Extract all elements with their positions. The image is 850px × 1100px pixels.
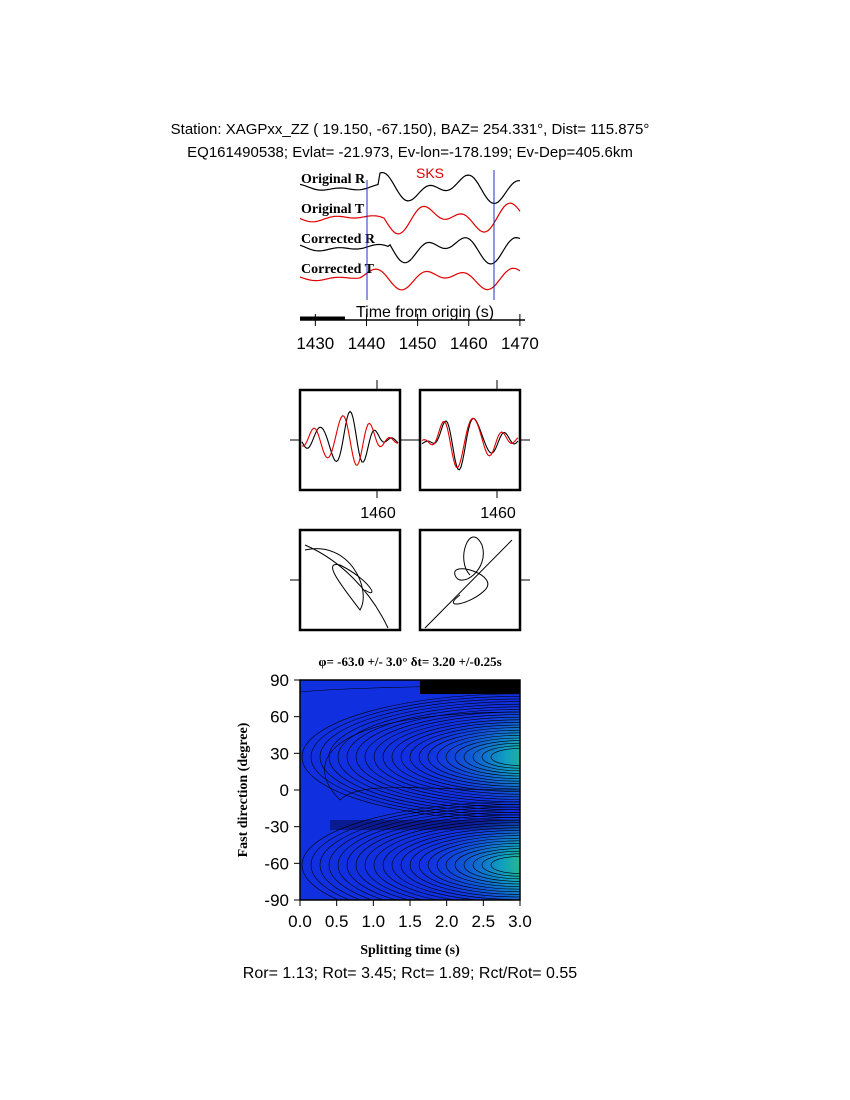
contour [373,822,520,900]
contour [319,698,520,816]
contour [301,801,520,900]
contour [328,701,520,813]
header-line: EQ161490538; Evlat= -21.973, Ev-lon=-178… [187,144,633,161]
y-tick-label: 90 [270,671,289,690]
trace-panel: Original R Original T Corrected R Corrected… [299,171,521,291]
tick-label: 1460 [360,505,396,522]
x-axis-title: Time from origin (s) [356,304,494,321]
x-tick-label: 1.5 [398,912,422,931]
y-tick-label: 30 [270,744,289,763]
contour [409,832,520,898]
contour [445,843,520,887]
contour [346,706,520,808]
trace-label: Original R [301,172,366,187]
x-tick-label: 3.0 [508,912,532,931]
waveform [421,417,519,469]
contour [355,709,520,805]
contour [373,714,520,800]
contour [391,827,520,900]
contour [445,735,520,779]
contour [490,748,520,766]
x-tick-label: 1430 [296,334,334,353]
x-tick-label: 1470 [501,334,539,353]
x-tick-label: 0.0 [288,912,312,931]
contour [481,745,520,769]
contour [409,724,520,790]
waveform [301,415,399,466]
phase-label: SKS [416,165,444,181]
contour [324,711,520,801]
contour [472,742,520,772]
waveform [299,171,520,205]
contour [463,848,520,882]
contour [364,711,520,803]
contour [346,814,520,900]
x-tick-label: 0.5 [325,912,349,931]
tick-label: 1460 [480,505,516,522]
x-tick-label: 1.0 [362,912,386,931]
contour [463,740,520,774]
contour [310,804,520,900]
contour [400,722,520,792]
contour [301,693,520,821]
trace-label: Corrected R [301,232,376,247]
y-tick-label: -60 [264,854,289,873]
contour [337,811,520,900]
contour [418,835,520,895]
x-axis-title: Splitting time (s) [360,943,460,958]
contour [454,845,520,885]
y-tick-label: -90 [264,891,289,910]
contour [400,830,520,900]
trace-label: Corrected T [301,262,375,277]
y-axis-title: Fast direction (degree) [236,722,251,857]
particle-panels [290,380,530,632]
contour [436,840,520,890]
contour [427,729,520,785]
y-tick-label: -30 [264,818,289,837]
contour [481,853,520,877]
grid-search-title: φ= -63.0 +/- 3.0° δt= 3.20 +/-0.25s [318,654,501,669]
y-tick-label: 0 [280,781,289,800]
contour [454,737,520,777]
contour [472,850,520,880]
x-tick-label: 2.0 [435,912,459,931]
contour [300,686,520,693]
misfit-map [300,680,520,900]
contour [364,819,520,900]
contour [337,703,520,811]
contour [355,817,520,900]
x-tick-label: 2.5 [472,912,496,931]
contour [418,727,520,787]
contour [382,824,520,900]
waveform [299,236,521,265]
contour [427,837,520,893]
x-tick-label: 1440 [348,334,386,353]
footer: Ror= 1.13; Rot= 3.45; Rct= 1.89; Rct/Rot… [243,965,578,982]
x-tick-label: 1450 [399,334,437,353]
waveform [421,417,519,471]
waveform [301,410,399,463]
waveform [299,267,521,291]
contour [490,856,520,874]
waveform [299,202,521,235]
trace-label: Original T [301,202,365,217]
contour [328,809,520,900]
contour [382,716,520,798]
contour [391,719,520,795]
header-line: Station: XAGPxx_ZZ ( 19.150, -67.150), B… [171,121,650,138]
y-tick-label: 60 [270,708,289,727]
contour [310,696,520,818]
contour [319,806,520,900]
x-tick-label: 1460 [450,334,488,353]
contour [436,732,520,782]
